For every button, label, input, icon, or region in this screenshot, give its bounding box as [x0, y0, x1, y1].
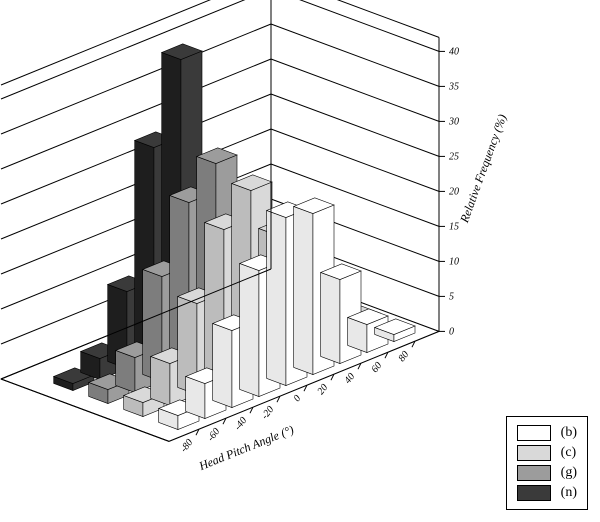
legend-swatch — [517, 425, 551, 441]
svg-text:20: 20 — [316, 382, 331, 397]
svg-text:-60: -60 — [205, 426, 222, 443]
legend-label: (g) — [561, 465, 577, 481]
legend-item: (g) — [517, 463, 577, 483]
legend-swatch — [517, 465, 551, 481]
svg-text:0: 0 — [449, 326, 454, 337]
svg-text:25: 25 — [449, 151, 459, 162]
svg-text:40: 40 — [449, 46, 459, 57]
svg-text:-20: -20 — [259, 404, 276, 421]
legend-item: (c) — [517, 443, 577, 463]
bar3d-chart: 0 5 10 15 20 25 30 35 40 Relative Frequency (%) 80… — [20, 10, 580, 430]
legend-label: (c) — [561, 445, 577, 461]
legend-label: (n) — [561, 485, 577, 501]
svg-text:35: 35 — [448, 81, 459, 92]
svg-text:20: 20 — [449, 186, 459, 197]
legend-label: (b) — [561, 425, 577, 441]
svg-text:5: 5 — [449, 291, 454, 302]
legend-item: (b) — [517, 423, 577, 443]
svg-text:80: 80 — [397, 349, 412, 364]
svg-text:10: 10 — [449, 256, 459, 267]
svg-text:40: 40 — [343, 371, 358, 386]
svg-text:15: 15 — [449, 221, 459, 232]
svg-text:-40: -40 — [232, 415, 249, 432]
svg-text:0: 0 — [292, 393, 304, 404]
legend-swatch — [517, 485, 551, 501]
legend-swatch — [517, 445, 551, 461]
svg-text:Relative Frequency (%): Relative Frequency (%) — [457, 112, 510, 225]
legend-item: (n) — [517, 483, 577, 503]
legend: (b) (c) (g) (n) — [506, 416, 588, 510]
svg-text:-80: -80 — [178, 437, 195, 454]
svg-text:60: 60 — [370, 360, 385, 375]
svg-text:30: 30 — [448, 116, 459, 127]
